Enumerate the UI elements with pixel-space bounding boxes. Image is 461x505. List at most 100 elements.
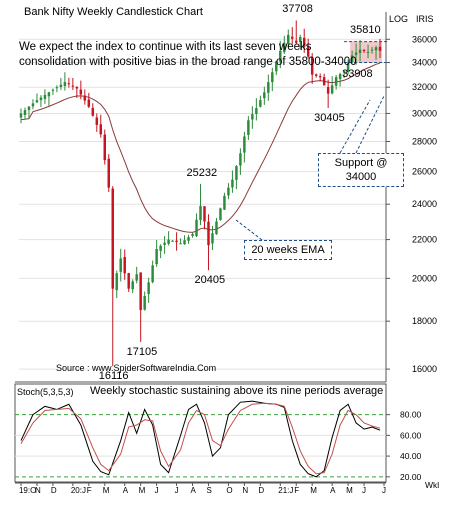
candle-body [123,257,126,274]
candle-body [263,92,266,99]
candle-body [318,75,322,78]
annotation-arrows [235,95,385,241]
candle-body [243,136,246,153]
candle-body [151,265,154,283]
candle-body [187,237,190,241]
candle-body [27,106,31,111]
stoch-frame [14,383,387,483]
candle-body [55,87,59,89]
price-tick-label: 20000 [412,273,437,283]
candle-body [215,221,218,235]
price-label: 35810 [350,24,381,37]
candle-body [346,63,350,72]
candle-body [51,89,55,91]
candle-body [63,82,67,87]
candle-body [227,187,230,196]
candle-body [35,100,39,103]
price-tick-label: 30000 [412,108,437,118]
price-grid [19,38,386,370]
x-tick-label: M [346,486,353,495]
candle-body [171,240,174,242]
candle-body [19,113,23,118]
candles [19,20,382,367]
candle-body [279,50,282,62]
x-tick-label: A [330,486,336,495]
weekly-label: Wkl [425,480,440,490]
price-label: 17105 [126,345,158,358]
stoch-tick-label: 60.00 [400,430,422,440]
candle-body [358,49,362,53]
candle-body [99,124,103,135]
ema-arrow [235,219,263,241]
x-tick-label: F [87,486,92,495]
x-tick-label: N [242,486,248,495]
x-tick-label: M [139,486,146,495]
support-arrow-2 [339,99,371,154]
candle-body [43,94,47,99]
scale-iris-label: IRIS [416,14,434,24]
price-label: 33908 [342,67,373,80]
price-label: 25232 [186,166,218,179]
candle-body [366,51,370,53]
candle-body [322,77,326,86]
stoch-tick-label: 20.00 [400,472,422,482]
candle-body [155,248,158,265]
candle-body [350,55,354,63]
x-tick-label: S [206,486,211,495]
x-tick-label: N [35,486,41,495]
stoch-tick-label: 40.00 [400,451,422,461]
candle-body [342,71,346,73]
candle-body [131,281,134,290]
candle-body [143,296,146,310]
candle-body [183,240,186,245]
x-tick-label: A [191,486,197,495]
candle-body [306,47,310,57]
x-tick-label: F [294,486,299,495]
candle-body [91,107,95,116]
x-tick-label: M [310,486,317,495]
candle-body [267,82,270,93]
candle-body [314,74,318,76]
candle-body [139,272,142,311]
candle-body [67,83,71,85]
price-tick-label: 18000 [412,316,437,326]
candle-body [223,195,226,210]
candle-body [79,89,83,95]
candle-body [83,95,87,101]
x-tick-label: 19:O [19,486,36,495]
candle-body [271,72,274,83]
ema-annotation: 20 weeks EMA [244,240,332,260]
candle-body [159,245,162,251]
candle-body [199,205,202,221]
candle-body [31,103,35,107]
scale-log-label: LOG [389,14,409,24]
candle-body [175,240,178,243]
candle-body [207,221,210,246]
x-tick-label: 20:J [71,486,86,495]
x-tick-label: O [226,486,232,495]
candle-body [119,258,122,272]
candle-body [374,47,378,51]
x-tick-label: D [258,486,264,495]
price-tick-label: 26000 [412,167,437,177]
candle-body [127,273,130,289]
candle-body [59,84,63,87]
support-annotation: Support @ 34000 [318,153,404,187]
candle-body [231,179,234,188]
candle-body [195,219,198,237]
candle-body [370,49,374,51]
candle-body [115,273,118,291]
stoch-tick-label: 80.00 [400,410,422,420]
x-tick-label: A [123,486,129,495]
candle-body [287,34,290,44]
candle-body [310,57,314,75]
candle-body [283,42,286,53]
candle-body [219,208,222,220]
stoch-k-line [20,400,381,478]
candle-body [298,37,302,43]
candle-body [275,61,278,72]
x-tick-label: J [175,486,179,495]
candle-body [135,274,138,281]
candle-body [362,49,366,51]
candle-body [211,233,214,244]
